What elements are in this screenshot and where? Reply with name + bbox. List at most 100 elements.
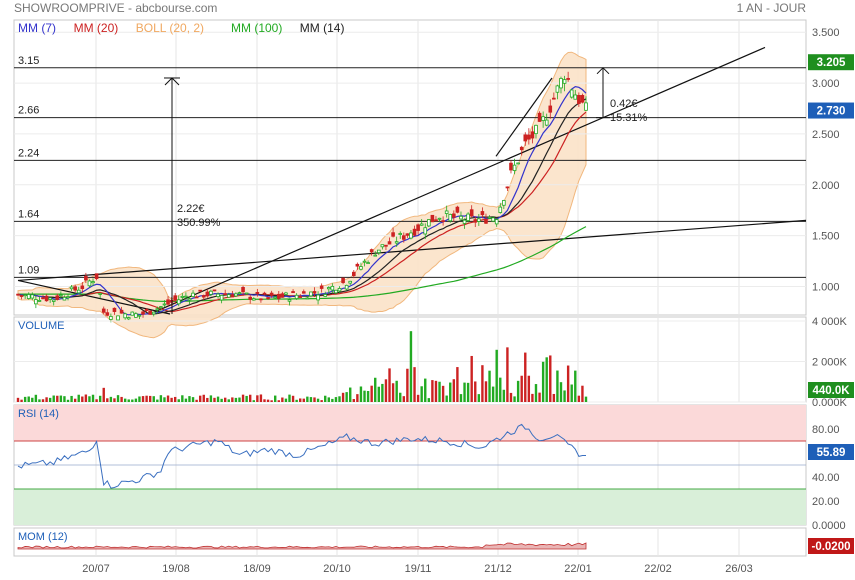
volume-bar [338,396,341,402]
volume-bar [566,365,570,402]
candle-body [37,300,42,302]
candle-body [469,209,474,217]
candle-body [552,97,556,100]
candle-body [387,241,392,245]
price-tick-label: 2.500 [812,129,840,141]
mom-label: MOM (12) [18,531,68,543]
volume-bar [549,355,552,402]
volume-bar [524,352,527,402]
candle-body [398,233,403,235]
level-label: 3.15 [18,55,39,67]
volume-bar [366,390,370,402]
volume-bar [313,397,316,402]
volume-bar [531,393,534,402]
candle-body [448,213,453,222]
volume-bar [334,397,338,402]
volume-bar [34,394,38,402]
candle-body [130,311,135,316]
level-label: 2.66 [18,105,39,117]
volume-bar [309,397,313,402]
candle-body [201,295,206,298]
volume-bar [470,355,473,402]
volume-bar [163,397,166,402]
trend-line-down [17,279,171,315]
candle-body [362,260,367,263]
candle-body [537,112,542,122]
volume-bar [20,399,23,402]
volume-bar [552,393,556,402]
volume-bar [191,397,195,402]
volume-bar [420,386,423,402]
volume-bar [116,395,120,402]
last-price-badge-text: 3.205 [817,57,846,69]
volume-tick-label: 0.000K [812,397,848,409]
volume-bar [206,397,209,402]
candle-body [384,244,388,247]
candle-body [355,263,360,267]
candle-body [101,308,106,313]
volume-tick-label: 2 000K [812,357,848,369]
volume-bar [52,395,55,402]
candle-body [91,281,95,284]
trend-line-channel [495,77,553,157]
volume-bar [23,396,27,402]
volume-bar [302,398,305,402]
volume-bar [341,392,345,402]
volume-bar [384,379,388,402]
candle-body [466,213,470,221]
rsi-badge [808,444,854,460]
candle-body [151,311,156,315]
volume-bar [48,397,52,402]
candle-body [209,290,213,295]
volume-bar [477,394,481,402]
volume-bar [173,396,177,402]
volume-bar [331,398,334,402]
candle-body [94,273,99,279]
volume-bar [277,400,280,402]
volume-bar [156,399,159,402]
candle-body [237,292,242,295]
candle-body [462,219,467,224]
candle-body [269,292,274,296]
volume-bar [120,396,123,402]
volume-bar [131,399,134,402]
volume-bar [570,384,573,402]
volume-bar [56,395,59,402]
candle-body [48,297,52,300]
candle-body [312,291,317,294]
volume-bar [327,397,330,402]
volume-bar [349,387,352,402]
candle-body [337,288,342,292]
candle-body [430,214,435,223]
volume-bar [402,396,406,402]
mom-frame [13,527,807,557]
volume-bar [474,381,477,402]
candle-body [323,294,328,297]
volume-bar [377,386,381,402]
volume-bar [484,381,488,402]
volume-label: VOLUME [18,320,64,332]
candle-body [373,254,378,257]
candle-body [44,295,49,302]
candle-body [434,219,438,222]
volume-bar [41,399,45,402]
candle-body [419,223,424,226]
rsi-tick-label: 0.0000 [812,520,846,532]
candle-body [580,95,585,103]
volume-bar [198,395,202,402]
volume-bar [438,381,441,402]
volume-bar [45,397,48,402]
rsi-overbought-zone [14,405,806,441]
volume-badge [808,382,854,398]
candle-body [259,298,263,301]
volume-bar [109,396,113,402]
volume-bar [284,398,288,402]
candle-body [216,293,220,297]
candle-body [248,296,253,300]
volume-bar [449,382,452,402]
volume-bar [249,394,252,402]
x-axis: 20/07 19/08 18/09 20/10 19/11 21/12 22/01 22/02… [82,563,753,575]
candle-body [226,294,231,298]
candle-body [69,286,74,290]
